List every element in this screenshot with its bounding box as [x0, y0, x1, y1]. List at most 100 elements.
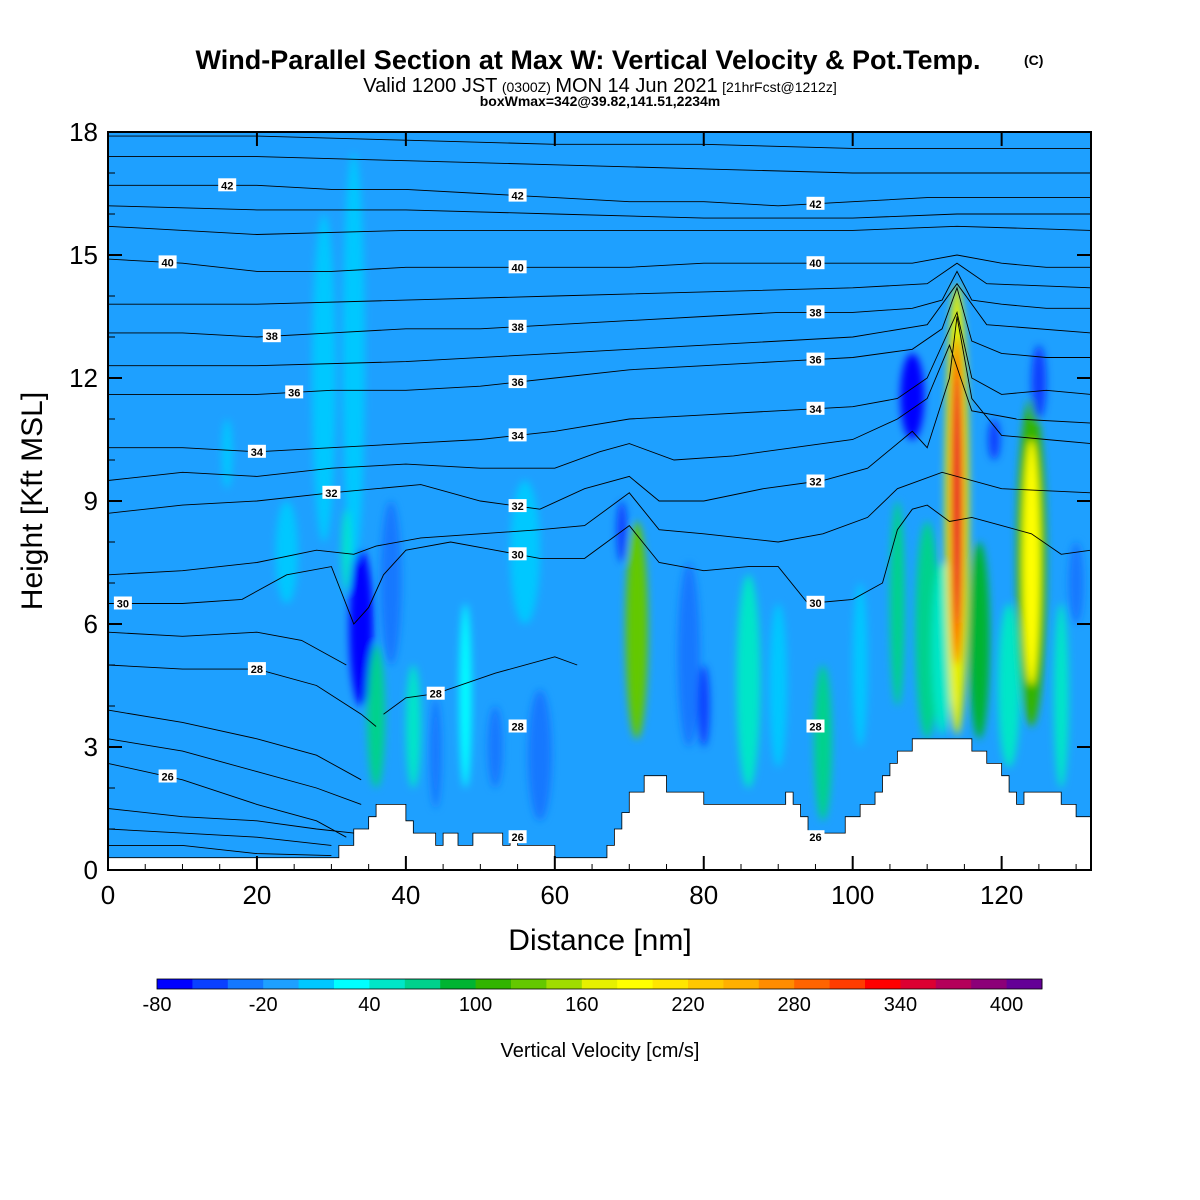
velocity-cell-9: [429, 697, 442, 809]
velocity-cell-35: [1053, 603, 1069, 788]
contour-label-40-text-2: 40: [809, 258, 821, 270]
colorbar-title: Vertical Velocity [cm/s]: [501, 1040, 700, 1062]
contour-label-40-bg-2: [806, 256, 825, 270]
contour-label-38-text-1: 38: [511, 322, 523, 334]
contour-label-38-bg-0: [262, 329, 281, 343]
x-tick-label-20: 20: [242, 880, 271, 910]
contour-label-34-bg-1: [508, 428, 527, 442]
contour-label-26-text-2: 26: [809, 832, 821, 844]
contour-label-34-bg-0: [247, 444, 266, 458]
theta-contour-28: [108, 664, 377, 727]
y-tick-label-6: 6: [84, 609, 98, 639]
valid-prefix: Valid 1200 JST: [363, 75, 497, 97]
contour-label-32-text-0: 32: [325, 488, 337, 500]
y-tick-label-18: 18: [69, 117, 98, 147]
contour-label-28-0: 28: [247, 662, 266, 676]
theta-contour-line-12: [108, 156, 1091, 174]
contour-label-32-text-1: 32: [511, 501, 523, 513]
velocity-cell-8: [380, 501, 402, 665]
velocity-cell-15: [616, 501, 628, 563]
contour-label-28-text-2: 28: [809, 722, 821, 734]
contour-label-26-bg-2: [806, 830, 825, 844]
x-tick-label-40: 40: [391, 880, 420, 910]
forecast-info: [21hrFcst@1212z]: [722, 79, 837, 95]
contour-label-32-0: 32: [322, 485, 341, 500]
velocity-cell-18: [736, 574, 761, 789]
contour-label-30-0: 30: [113, 596, 132, 611]
contour-label-42-0: 42: [218, 178, 237, 192]
velocity-cell-16: [677, 562, 701, 747]
contour-label-30-text-2: 30: [809, 598, 821, 610]
x-tick-label-80: 80: [689, 880, 718, 910]
contour-label-34-2: 34: [806, 401, 825, 416]
contour-label-40-bg-0: [158, 255, 177, 269]
colorbar-label-40: 40: [358, 994, 380, 1016]
colorbar-swatch-8: [440, 979, 477, 989]
velocity-cell-20: [813, 665, 832, 821]
contour-label-28b-0: 28: [426, 686, 445, 701]
velocity-cell-17: [697, 665, 710, 747]
colorbar-swatch-0: [157, 979, 193, 989]
theta-contour-line-5: [108, 631, 347, 666]
velocity-cell-11: [487, 706, 503, 788]
colorbar-label-340: 340: [884, 994, 917, 1016]
velocity-cell-0: [221, 419, 233, 489]
contour-label-28-text-1: 28: [511, 722, 523, 734]
contour-label-42-bg-2: [806, 196, 825, 210]
theta-contour-line-13: [108, 135, 1091, 149]
contour-label-36-0: 36: [285, 385, 304, 399]
colorbar-swatch-12: [581, 979, 618, 989]
contour-label-34-text-1: 34: [511, 430, 524, 442]
colorbar-label-100: 100: [459, 994, 492, 1016]
theta-contour-line-7: [108, 343, 1091, 481]
contour-label-28-bg-1: [508, 719, 527, 733]
contour-label-42-bg-1: [508, 188, 527, 202]
theta-contour-32: [108, 316, 1091, 514]
velocity-cell-23: [900, 353, 925, 440]
velocity-cell-4: [349, 550, 374, 706]
plot-area: 26 26 26 28 28 28 28 30 30 30 32 32 32 34 34 34 36 36 36 38…: [108, 132, 1091, 870]
contour-labels: 26 26 26 28 28 28 28 30 30 30 32 32 32 34 34 34 36 36 36 38…: [113, 178, 825, 844]
contour-label-36-1: 36: [508, 375, 527, 389]
contour-label-26-text-0: 26: [161, 772, 173, 784]
contour-label-30-bg-0: [113, 596, 132, 610]
y-tick-label-3: 3: [84, 732, 98, 762]
theta-contour-26: [108, 762, 347, 838]
colorbar-swatch-21: [900, 979, 937, 989]
contour-label-42-bg-0: [218, 178, 237, 192]
theta-contour-line-8: [108, 282, 1091, 367]
theta-contour-28-b: [383, 656, 578, 715]
potential-temperature-contours: [108, 135, 1091, 857]
contour-label-30-bg-1: [508, 547, 527, 561]
contour-label-40-1: 40: [508, 260, 527, 274]
contour-label-26-0: 26: [158, 769, 177, 784]
contour-label-30-text-0: 30: [117, 599, 129, 611]
colorbar: -80 -20 40 100 160 220 280 340 400: [143, 978, 1043, 1016]
contour-label-26-bg-0: [158, 769, 177, 783]
colorbar-swatch-10: [511, 979, 547, 989]
x-tick-label-100: 100: [831, 880, 874, 910]
contour-label-36-bg-0: [285, 385, 304, 399]
y-tick-label-15: 15: [69, 240, 98, 270]
colorbar-swatch-19: [829, 979, 866, 989]
velocity-cell-14: [625, 521, 648, 739]
colorbar-swatch-15: [688, 979, 724, 989]
contour-label-36-bg-1: [508, 375, 527, 389]
contour-label-28b-bg-0: [426, 686, 445, 700]
velocity-cell-12: [528, 689, 552, 821]
terrain-mask: [108, 738, 1091, 870]
velocity-cell-31: [988, 419, 1001, 460]
velocity-cell-30: [997, 603, 1021, 768]
contour-label-34-0: 34: [247, 444, 266, 459]
contour-label-36-2: 36: [806, 352, 825, 367]
contour-label-40-text-1: 40: [511, 262, 523, 274]
contour-label-42-text-0: 42: [221, 180, 233, 192]
velocity-cell-2: [312, 214, 336, 542]
velocity-cell-19: [769, 603, 788, 768]
copyright-mark: (C): [1024, 52, 1043, 68]
contour-label-32-text-2: 32: [809, 477, 821, 489]
contour-label-32-1: 32: [508, 499, 527, 513]
contour-label-28-1: 28: [508, 719, 527, 734]
velocity-cell-21: [852, 583, 868, 747]
